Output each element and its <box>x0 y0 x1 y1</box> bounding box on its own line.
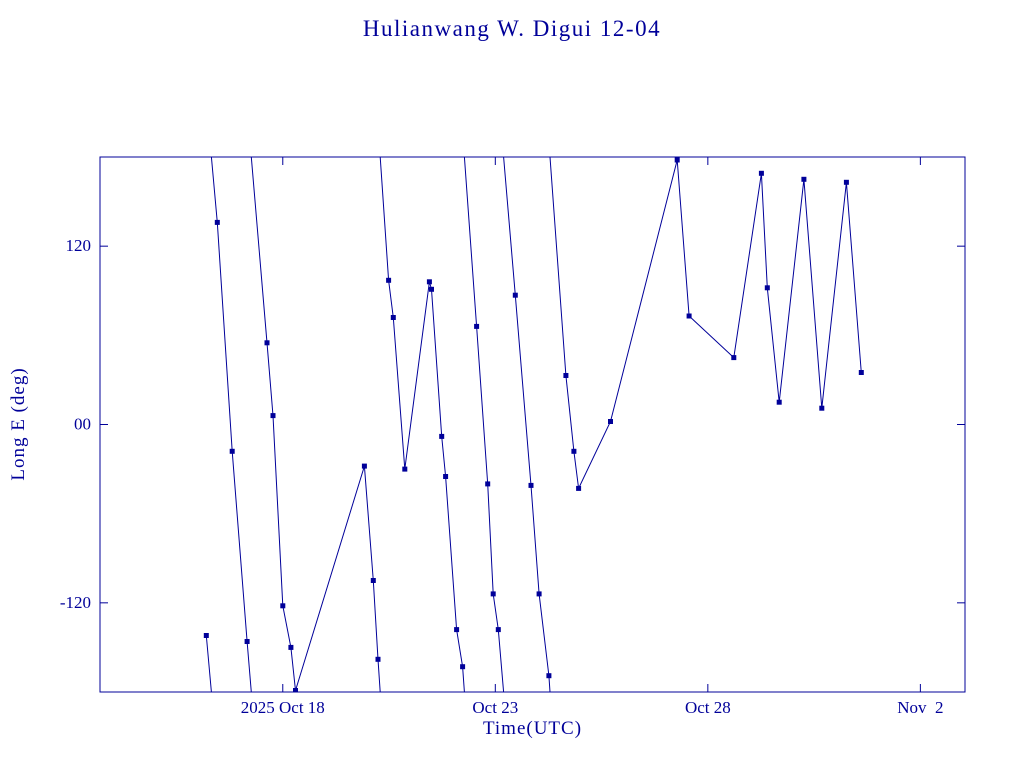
data-point-marker <box>244 639 250 644</box>
series-line <box>205 157 862 692</box>
data-point-marker <box>546 673 552 679</box>
data-point-marker <box>495 627 501 633</box>
x-tick-label: Oct 23 <box>472 698 518 717</box>
data-point-marker <box>460 664 466 670</box>
data-layer <box>203 157 864 692</box>
data-point-marker <box>439 433 445 439</box>
data-point-marker <box>293 688 298 692</box>
data-point-marker <box>819 405 825 411</box>
data-point-marker <box>214 219 220 225</box>
data-point-marker <box>474 323 480 329</box>
data-point-marker <box>361 463 367 469</box>
data-point-marker <box>402 466 408 472</box>
y-axis-label: Long E (deg) <box>8 367 29 481</box>
data-point-marker <box>264 340 270 346</box>
data-point-marker <box>801 176 807 182</box>
data-point-marker <box>270 413 276 419</box>
data-point-marker <box>764 285 770 291</box>
data-point-marker <box>858 370 864 375</box>
data-point-marker <box>776 399 782 405</box>
data-point-marker <box>485 481 491 487</box>
data-point-marker <box>443 474 449 479</box>
x-tick-label: Oct 28 <box>685 698 731 717</box>
data-point-marker <box>686 313 692 319</box>
data-point-marker <box>390 315 396 320</box>
data-point-marker <box>426 279 432 285</box>
data-point-marker <box>429 286 434 292</box>
data-point-marker <box>370 578 376 583</box>
data-point-marker <box>758 170 764 176</box>
data-point-marker <box>512 292 518 298</box>
data-point-marker <box>490 591 496 597</box>
data-point-marker <box>386 277 392 283</box>
x-tick-label: Nov 2 <box>897 698 943 717</box>
data-point-marker <box>375 656 381 662</box>
data-point-marker <box>571 448 577 454</box>
data-point-marker <box>528 482 534 488</box>
data-point-marker <box>229 448 235 454</box>
x-axis-label: Time(UTC) <box>482 718 583 739</box>
data-point-marker <box>731 355 737 361</box>
y-tick-label: -120 <box>60 593 91 612</box>
data-point-marker <box>608 419 613 424</box>
data-point-marker <box>536 591 542 597</box>
data-point-marker <box>843 179 849 185</box>
x-tick-label: 2025 Oct 18 <box>241 698 325 717</box>
data-point-marker <box>454 627 460 633</box>
chart-title: Hulianwang W. Digui 12-04 <box>362 16 662 41</box>
data-point-marker <box>280 603 286 609</box>
y-tick-label: 00 <box>74 415 91 434</box>
y-tick-label: 120 <box>66 236 92 255</box>
data-point-marker <box>674 157 680 163</box>
data-point-marker <box>203 633 209 638</box>
data-point-marker <box>576 485 582 491</box>
series-markers <box>203 157 864 692</box>
data-point-marker <box>563 373 569 378</box>
data-point-marker <box>288 644 294 650</box>
axes-frame <box>99 156 966 693</box>
